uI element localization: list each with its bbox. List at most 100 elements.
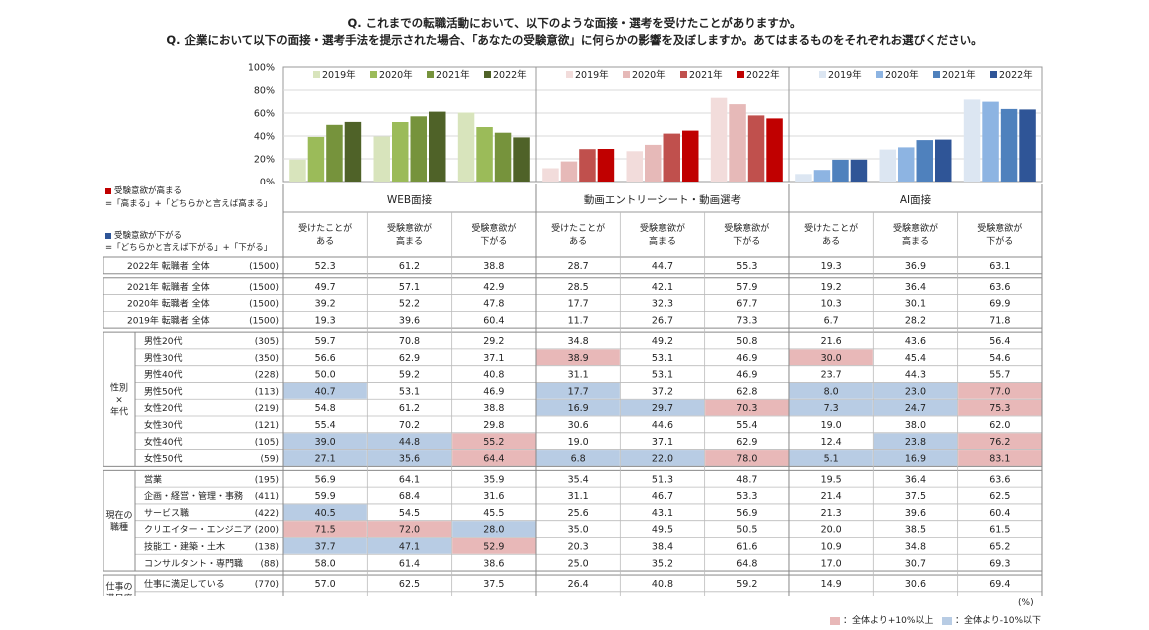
table-cell: 40.5 — [315, 508, 336, 519]
legend-entry: 2021年 — [942, 69, 976, 81]
highlight-cell — [452, 521, 536, 537]
row-n: (1500) — [249, 300, 279, 310]
table-cell: 45.5 — [483, 508, 504, 519]
note-up-title-text: 受験意欲が高まる — [114, 186, 183, 196]
y-tick-label: 60% — [254, 109, 275, 120]
table-cell: 38.6 — [483, 558, 504, 569]
table-cell: 17.0 — [821, 558, 842, 569]
y-tick-label: 100% — [248, 63, 275, 74]
table-cell: 49.2 — [652, 336, 673, 347]
row-n: (228) — [255, 371, 279, 381]
table-cell: 19.3 — [315, 315, 336, 326]
row-n: (422) — [255, 509, 279, 519]
table-cell: 39.2 — [315, 299, 336, 310]
y-tick-label: 80% — [254, 86, 275, 97]
table-cell: 63.6 — [989, 474, 1010, 485]
column-header: 受験意欲が — [724, 222, 769, 234]
bar — [1019, 109, 1036, 182]
legend-entry: 2020年 — [632, 69, 666, 81]
bar — [935, 139, 952, 182]
table-cell: 56.9 — [736, 508, 757, 519]
table-cell: 38.8 — [483, 261, 504, 272]
table-cell: 55.4 — [736, 420, 757, 431]
table-cell: 24.7 — [905, 403, 926, 414]
legend-entry: 2021年 — [689, 69, 723, 81]
table-cell: 40.7 — [315, 386, 336, 397]
column-header: 受けたことが — [551, 222, 605, 234]
table-cell: 10.3 — [821, 299, 842, 310]
column-header: 高まる — [649, 235, 676, 247]
highlight-cell — [705, 399, 789, 416]
table-cell: 36.4 — [905, 282, 926, 293]
group-label: WEB面接 — [387, 193, 433, 206]
table-cell: 37.7 — [315, 541, 336, 552]
row-n: (305) — [255, 337, 279, 347]
bar — [326, 124, 343, 182]
legend-swatch — [737, 71, 744, 78]
table-cell: 28.2 — [905, 315, 926, 326]
table-cell: 61.6 — [736, 541, 757, 552]
table-cell: 50.0 — [315, 370, 336, 381]
legend-swatch — [680, 71, 687, 78]
table-cell: 19.0 — [568, 437, 589, 448]
y-tick-label: 40% — [254, 132, 275, 143]
table-cell: 43.6 — [905, 336, 926, 347]
table-cell: 7.3 — [824, 403, 839, 414]
table-cell: 55.7 — [989, 370, 1010, 381]
table-cell: 53.1 — [399, 386, 420, 397]
table-cell: 47.1 — [399, 541, 420, 552]
table-cell: 62.9 — [736, 437, 757, 448]
bar — [850, 159, 868, 182]
row-n: (770) — [255, 580, 279, 590]
table-cell: 59.2 — [399, 370, 420, 381]
row-label: 男性40代 — [144, 369, 182, 381]
table-cell: 26.4 — [568, 579, 589, 590]
table-cell: 63.6 — [989, 282, 1010, 293]
row-label: 男性50代 — [144, 385, 182, 397]
table-cell: 71.5 — [315, 525, 336, 536]
column-header: 受験意欲が — [977, 222, 1022, 234]
table-cell: 59.7 — [315, 336, 336, 347]
highlight-cell — [789, 349, 873, 366]
highlight-cell — [958, 382, 1042, 399]
note-up-def: =「高まる」+「どちらかと言えば高まる」 — [105, 199, 273, 209]
bar — [476, 127, 493, 182]
highlight-cell — [958, 450, 1042, 466]
table-cell: 67.7 — [736, 299, 757, 310]
column-header: ある — [822, 236, 840, 247]
bar — [494, 132, 512, 182]
table-cell: 69.3 — [989, 558, 1010, 569]
table-cell: 76.2 — [989, 437, 1010, 448]
table-cell: 38.8 — [483, 403, 504, 414]
table-cell: 42.9 — [483, 282, 504, 293]
legend-swatch — [933, 71, 940, 78]
note-down-def: =「どちらかと言えば下がる」+「下がる」 — [105, 243, 273, 253]
table-cell: 61.5 — [989, 525, 1010, 536]
table-cell: 21.6 — [821, 336, 842, 347]
row-label: 営業 — [144, 473, 162, 485]
bar — [626, 151, 643, 182]
highlight-cell — [873, 450, 958, 466]
note-down-title-text: 受験意欲が下がる — [114, 231, 183, 241]
table-cell: 54.5 — [399, 508, 420, 519]
bar — [963, 99, 981, 182]
table-cell: 56.6 — [315, 353, 336, 364]
column-header: 受験意欲が — [893, 222, 938, 234]
section-label: 仕事の — [105, 580, 132, 592]
legend-high-swatch — [830, 616, 840, 625]
row-label: 女性50代 — [144, 453, 182, 465]
legend-swatch — [819, 71, 826, 78]
highlight-cell — [705, 450, 789, 466]
table-cell: 56.9 — [315, 474, 336, 485]
table-cell: 25.0 — [568, 558, 589, 569]
table-cell: 54.6 — [989, 353, 1010, 364]
table-cell: 35.0 — [568, 525, 589, 536]
highlight-cell — [283, 433, 367, 450]
table-cell: 25.6 — [568, 508, 589, 519]
table-cell: 29.8 — [483, 420, 504, 431]
table-cell: 46.9 — [483, 386, 504, 397]
column-header: ある — [569, 236, 587, 247]
highlight-cell — [536, 349, 620, 366]
table-cell: 77.0 — [989, 386, 1010, 397]
table-cell: 43.1 — [652, 508, 673, 519]
